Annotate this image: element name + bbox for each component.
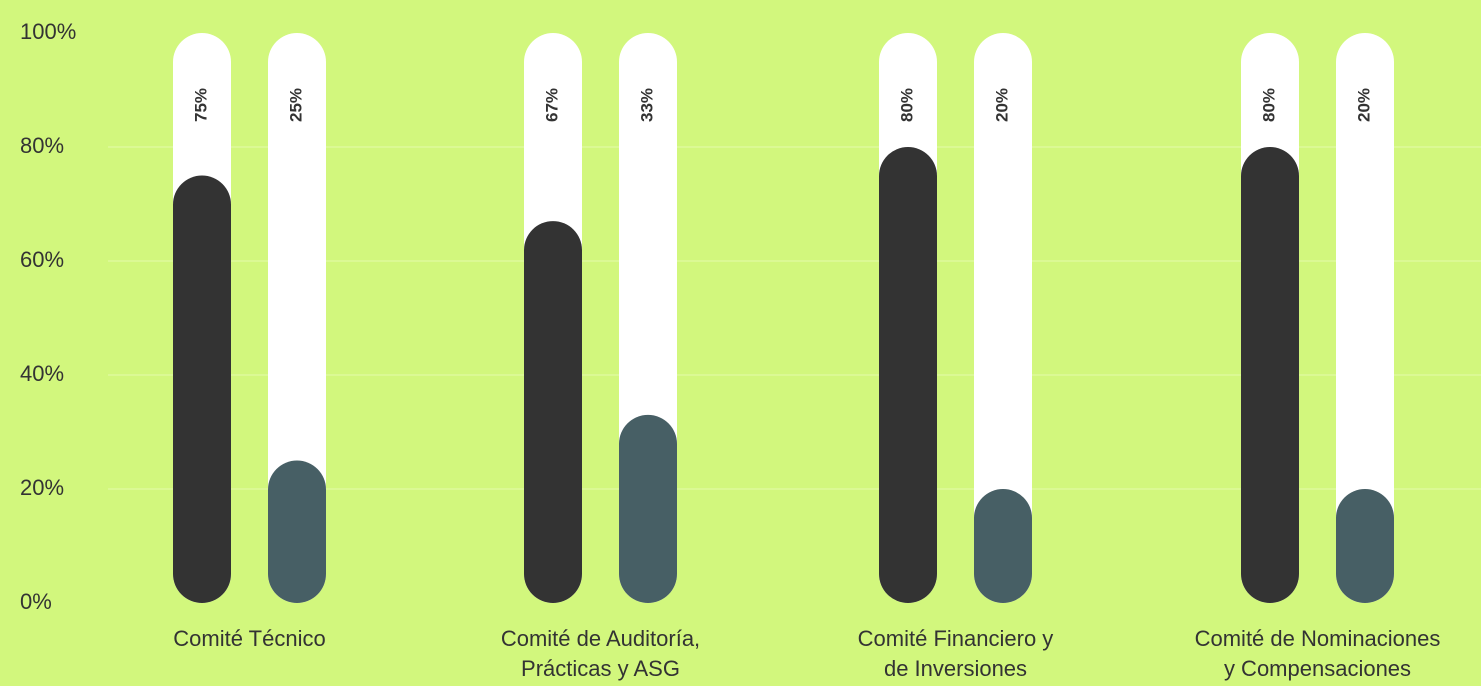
data-label: 80% [1259, 88, 1278, 122]
x-tick-label: Comité de Nominaciones [1195, 626, 1441, 651]
bar-track [974, 33, 1032, 603]
y-tick-label: 20% [20, 475, 64, 500]
x-tick-label: Comité de Auditoría, [501, 626, 700, 651]
x-tick-label: de Inversiones [884, 656, 1027, 681]
data-label: 80% [897, 88, 916, 122]
bar [1336, 489, 1394, 603]
data-label: 67% [542, 88, 561, 122]
bar [524, 221, 582, 603]
bar [974, 489, 1032, 603]
bar [173, 175, 231, 603]
data-label: 25% [286, 88, 305, 122]
x-tick-label: Prácticas y ASG [521, 656, 680, 681]
bar [1241, 147, 1299, 603]
x-tick-label: y Compensaciones [1224, 656, 1411, 681]
y-tick-label: 60% [20, 247, 64, 272]
bar-track [268, 33, 326, 603]
bar [268, 460, 326, 603]
y-tick-label: 100% [20, 19, 76, 44]
data-label: 75% [191, 88, 210, 122]
data-label: 33% [637, 88, 656, 122]
x-tick-label: Comité Financiero y [858, 626, 1054, 651]
bar [619, 414, 677, 603]
bar [879, 147, 937, 603]
data-label: 20% [992, 88, 1011, 122]
y-tick-label: 0% [20, 589, 52, 614]
data-label: 20% [1354, 88, 1373, 122]
y-tick-label: 80% [20, 133, 64, 158]
x-tick-label: Comité Técnico [173, 626, 325, 651]
y-tick-label: 40% [20, 361, 64, 386]
bar-track [1336, 33, 1394, 603]
